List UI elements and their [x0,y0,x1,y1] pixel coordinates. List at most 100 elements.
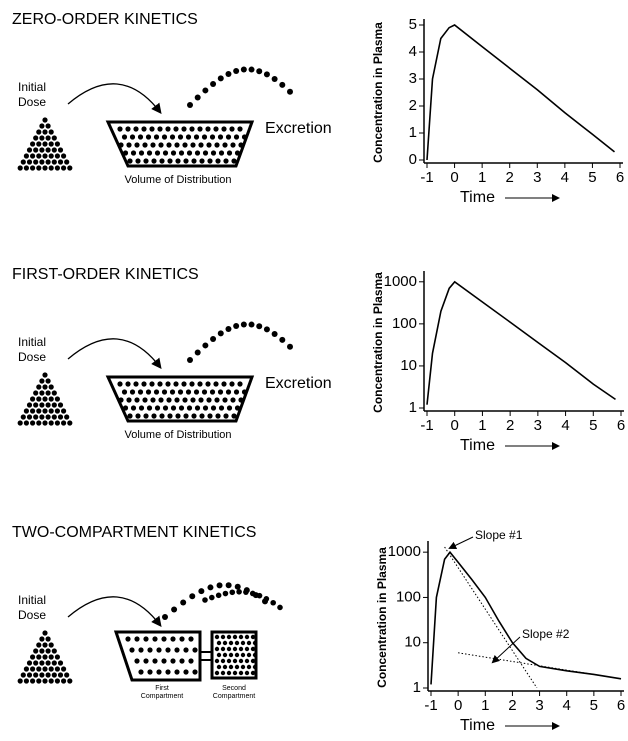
dot [229,665,233,669]
dot [175,413,180,418]
dot [67,678,72,683]
panel-title: ZERO-ORDER KINETICS [12,11,198,28]
dot [238,142,243,147]
dot [30,165,35,170]
dot [39,159,44,164]
dot [170,389,175,394]
dot [242,389,247,394]
y-tick-label: 1 [409,399,417,416]
x-tick-label: 1 [478,417,486,434]
dot [170,134,175,139]
dot [179,150,184,155]
dot [218,75,224,81]
dot [247,641,251,645]
y-tick-label: 1 [409,124,417,141]
dot [163,150,168,155]
dot [134,636,139,641]
x-tick-label: 3 [534,417,542,434]
dot [235,665,239,669]
dot [49,408,54,413]
dot [61,420,66,425]
dose-arrow [68,597,160,625]
dot [215,659,219,663]
dot [61,165,66,170]
dot [264,71,270,77]
dose-arrow [68,84,160,112]
dot [122,389,127,394]
dot [30,396,35,401]
excretion-label: Excretion [265,120,332,137]
dot [186,134,191,139]
dot [125,636,130,641]
dot [36,129,41,134]
dot [194,389,199,394]
dot [138,134,143,139]
dot [30,141,35,146]
y-tick-label: 10 [404,634,421,651]
dot [42,666,47,671]
y-tick-label: 10 [400,357,417,374]
dot [247,653,251,657]
dot [189,593,195,599]
dot [191,413,196,418]
dot [198,397,203,402]
dot [166,142,171,147]
dot [146,134,151,139]
y-tick-label: 1000 [388,543,421,560]
dot [33,414,38,419]
dot [230,397,235,402]
dot [194,134,199,139]
dot [210,134,215,139]
dot [225,71,231,77]
dot [36,384,41,389]
dot [58,159,63,164]
x-tick-label: 4 [561,417,569,434]
dot [218,134,223,139]
x-tick-label: -1 [424,697,437,714]
exchange-arrow [200,652,212,660]
dot [287,89,293,95]
dot [156,669,161,674]
dot [67,420,72,425]
dot [165,669,170,674]
x-tick-label: 5 [588,169,596,186]
dot [126,142,131,147]
dose-label: Dose [18,95,46,109]
dot [239,647,243,651]
y-axis-label: Concentration in Plasma [375,547,389,688]
dot [191,158,196,163]
y-tick-label: 100 [396,588,421,605]
dot [218,330,224,336]
dot [225,326,231,332]
volume-label: Volume of Distribution [125,174,232,186]
dot [190,142,195,147]
dot [264,326,270,332]
compartment-label: Second [222,685,246,692]
dot [214,142,219,147]
dot [195,150,200,155]
dot [231,158,236,163]
x-tick-label: 4 [561,169,569,186]
figure: ZERO-ORDER KINETICSInitialDoseVolume of … [0,0,628,741]
x-tick-label: 6 [617,417,625,434]
dot [42,372,47,377]
dot [211,150,216,155]
dot [36,678,41,683]
dot [253,653,257,657]
dot [152,658,157,663]
dot [117,126,122,131]
dot [241,641,245,645]
dot [39,123,44,128]
dot [24,408,29,413]
dot [30,654,35,659]
dot [174,397,179,402]
dot [181,126,186,131]
x-tick-label: -1 [420,417,433,434]
dot [58,660,63,665]
dot [131,150,136,155]
dot [245,671,249,675]
dot [147,405,152,410]
dot [179,658,184,663]
dot [52,147,57,152]
dot [170,658,175,663]
